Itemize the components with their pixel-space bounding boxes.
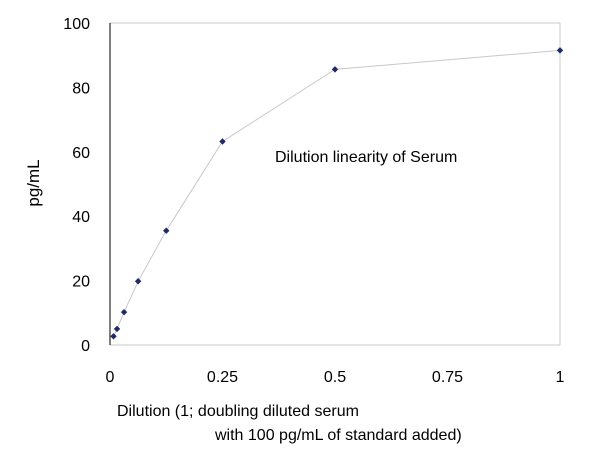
x-axis-label-line1: Dilution (1; doubling diluted serum — [117, 403, 359, 420]
y-tick-label: 0 — [81, 338, 90, 355]
x-tick-label: 0 — [106, 369, 115, 386]
y-tick-label: 40 — [72, 209, 90, 226]
x-tick-label: 0.5 — [324, 369, 346, 386]
y-tick-label: 80 — [72, 80, 90, 97]
x-tick-labels: 0 0.25 0.5 0.75 1 — [106, 369, 565, 386]
y-axis-label: pg/mL — [24, 159, 43, 206]
series-group — [110, 47, 564, 340]
series-line — [113, 49, 561, 337]
data-point — [120, 308, 128, 316]
plot-frame — [109, 22, 561, 346]
x-tick-label: 0.25 — [207, 369, 238, 386]
data-point — [219, 138, 226, 145]
x-tick-label: 1 — [556, 369, 565, 386]
data-point — [556, 47, 564, 54]
y-tick-label: 60 — [72, 145, 90, 162]
x-axis-label-line2: with 100 pg/mL of standard added) — [214, 427, 462, 444]
y-tick-label: 20 — [72, 274, 90, 291]
data-point — [110, 333, 117, 340]
y-tick-labels: 0 20 40 60 80 100 — [63, 16, 90, 355]
data-point — [163, 227, 170, 234]
data-point — [134, 278, 142, 285]
y-tick-label: 100 — [63, 16, 90, 33]
x-tick-label: 0.75 — [432, 369, 463, 386]
chart-annotation: Dilution linearity of Serum — [275, 149, 457, 166]
data-point — [331, 66, 339, 73]
data-point — [113, 325, 121, 333]
